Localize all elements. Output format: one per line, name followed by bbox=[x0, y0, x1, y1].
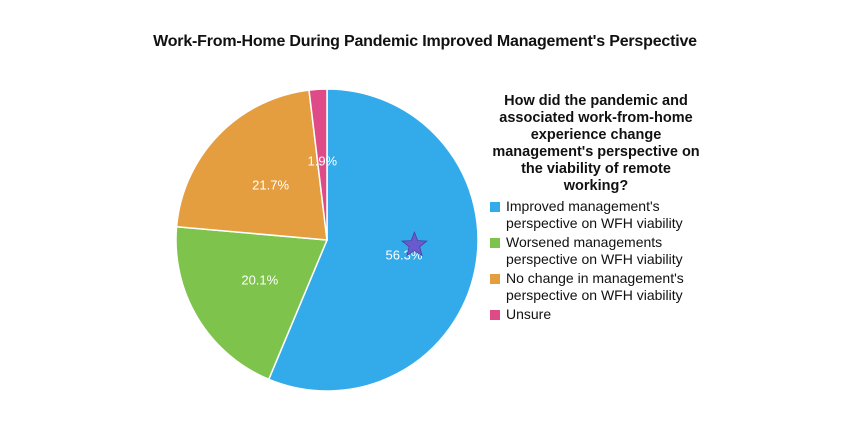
legend-label: No change in management's perspective on… bbox=[506, 270, 684, 303]
legend: Improved management's perspective on WFH… bbox=[490, 198, 750, 325]
legend-label: Improved management's perspective on WFH… bbox=[506, 198, 683, 231]
legend-swatch bbox=[490, 238, 500, 248]
star-icon bbox=[400, 230, 428, 257]
legend-item-no-change-in-management-s-pers: No change in management's perspective on… bbox=[490, 270, 750, 304]
legend-item-improved-management-s-perspect: Improved management's perspective on WFH… bbox=[490, 198, 750, 232]
legend-swatch bbox=[490, 310, 500, 320]
legend-label: Worsened managements perspective on WFH … bbox=[506, 234, 683, 267]
legend-item-worsened-managements-perspecti: Worsened managements perspective on WFH … bbox=[490, 234, 750, 268]
data-label-3: 1.9% bbox=[307, 154, 337, 169]
pie-slice-2 bbox=[175, 89, 328, 241]
data-label-1: 20.1% bbox=[241, 273, 278, 288]
legend-label: Unsure bbox=[506, 306, 552, 322]
chart-title: Work-From-Home During Pandemic Improved … bbox=[153, 33, 697, 50]
pie-slice-0 bbox=[267, 88, 479, 392]
pie-slice-3 bbox=[308, 88, 328, 241]
legend-swatch bbox=[490, 202, 500, 212]
legend-title: How did the pandemic and associated work… bbox=[492, 93, 700, 194]
data-label-2: 21.7% bbox=[252, 177, 289, 192]
legend-swatch bbox=[490, 274, 500, 284]
pie-slice-1 bbox=[175, 225, 329, 381]
legend-item-unsure: Unsure bbox=[490, 306, 750, 323]
